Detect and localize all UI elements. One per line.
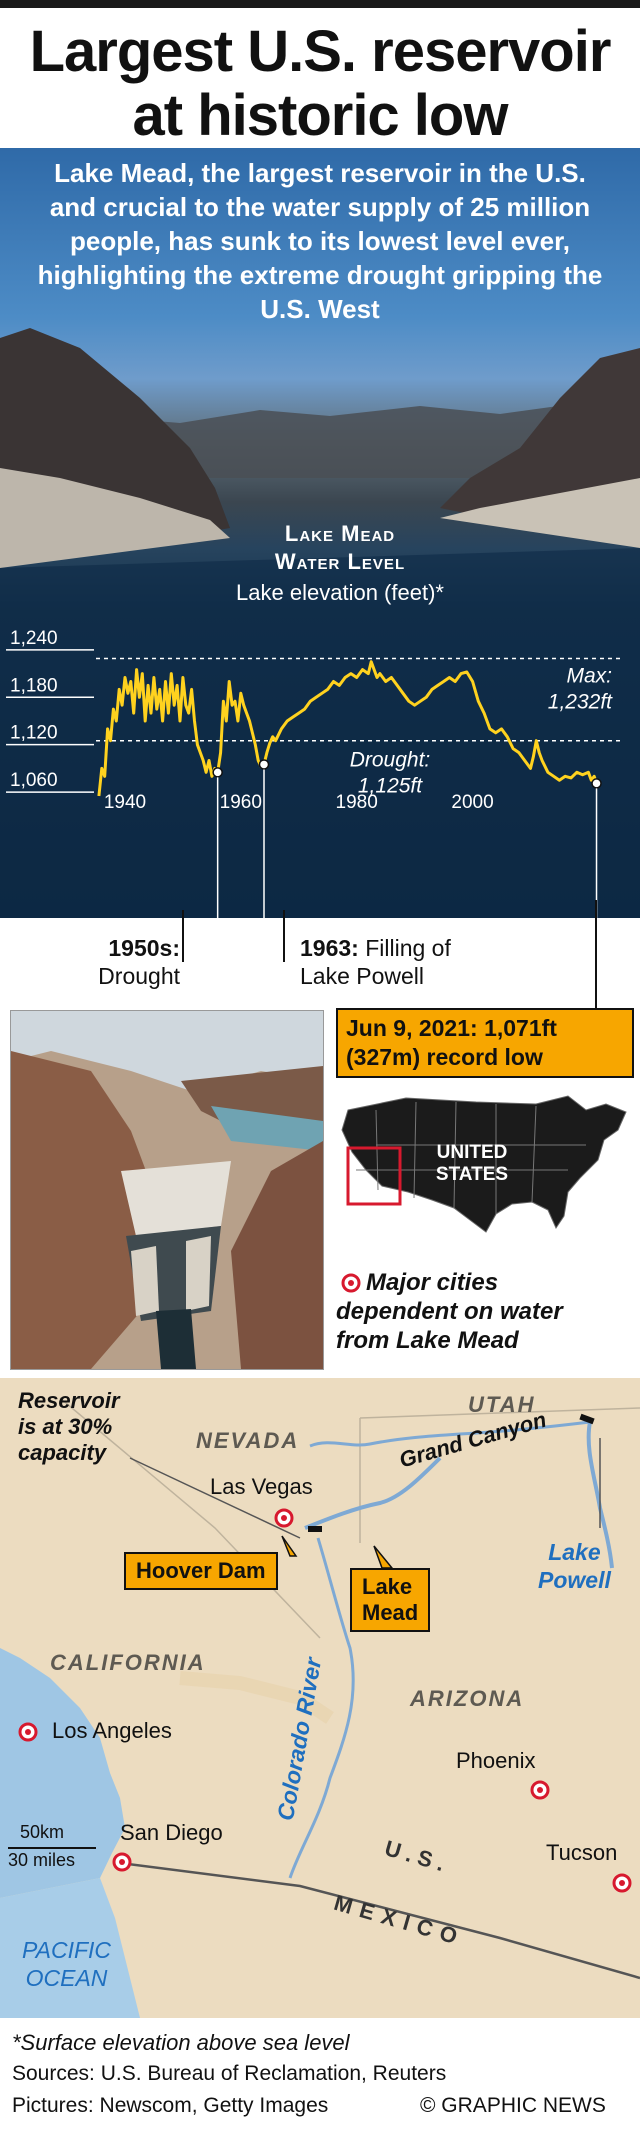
y-tick-label-1: 1,180 (10, 675, 58, 696)
lake-powell-label-1: Lake (548, 1539, 601, 1565)
glen-canyon-dam-mark (579, 1413, 595, 1425)
grand-canyon-river (309, 1420, 591, 1448)
max-label-2: 1,232ft (548, 691, 613, 714)
pacific-label-2: OCEAN (25, 1965, 108, 1991)
hero-panel: Lake Mead, the largest reservoir in the … (0, 148, 640, 918)
pacific-label-1: PACIFIC (22, 1937, 112, 1963)
reservoir-note-1: Reservoir (18, 1388, 120, 1413)
us-label-2: STATES (436, 1164, 508, 1185)
regional-map: Reservoir is at 30% capacity UTAH NEVADA… (0, 1378, 640, 2018)
reservoir-note: Reservoir is at 30% capacity (18, 1388, 120, 1466)
annotation-marker-2 (591, 778, 602, 789)
title-line-1: Largest U.S. reservoir (29, 19, 612, 84)
state-nevada: NEVADA (196, 1428, 300, 1453)
record-low-line2: (327m) record low (346, 1044, 543, 1070)
lake-mead-label-1: Lake (362, 1574, 413, 1599)
water-level-chart: 1,240 1,180 1,120 1,060 1940 1960 1980 2000 Max:… (6, 628, 620, 918)
us-state-lines (356, 1101, 586, 1214)
city-phoenix: Phoenix (456, 1748, 536, 1773)
city-los-angeles: Los Angeles (52, 1718, 172, 1743)
graphic-news-credit: © GRAPHIC NEWS (420, 2094, 606, 2117)
reservoir-note-3: capacity (18, 1440, 107, 1465)
legend-line-1: Major cities (366, 1269, 499, 1296)
y-tick-label-0: 1,240 (10, 628, 58, 649)
x-tick-label-1: 1960 (220, 792, 262, 813)
drought-label-2: 1,125ft (358, 775, 423, 798)
us-label-1: UNITED (437, 1142, 508, 1163)
sources: Sources: U.S. Bureau of Reclamation, Reu… (12, 2062, 447, 2085)
chart-title-line-1: Lake Mead (284, 521, 396, 546)
state-utah: UTAH (468, 1392, 536, 1417)
canyon-backdrop (0, 328, 640, 918)
x-tick-label-3: 2000 (451, 792, 493, 813)
callout-1963-year: 1963: (300, 935, 359, 961)
region-highlight (346, 1146, 402, 1206)
lake-powell-label: Lake Powell (538, 1538, 611, 1594)
callout-1950s: 1950s: Drought (88, 934, 180, 990)
us-locator-map: UNITED STATES (341, 1095, 627, 1233)
footnote: *Surface elevation above sea level (12, 2030, 350, 2055)
reservoir-note-leader (129, 1457, 301, 1539)
x-tick-label-2: 1980 (336, 792, 378, 813)
city-markers (8, 1413, 632, 1893)
reservoir-note-2: is at 30% (18, 1414, 113, 1439)
callout-1963-line1: 1963: Filling of (300, 934, 500, 962)
state-arizona: ARIZONA (410, 1686, 525, 1711)
lake-level-line (97, 660, 598, 797)
max-label-1: Max: (566, 665, 612, 688)
top-bar (0, 0, 640, 8)
chart-subtitle: Lake elevation (feet)* (236, 580, 444, 605)
drought-label-1: Drought: (350, 749, 431, 772)
callout-1950s-year: 1950s: (108, 935, 180, 961)
title-line-2: at historic low (132, 83, 509, 148)
callout-leaders (182, 900, 597, 1010)
pacific-label: PACIFIC OCEAN (22, 1936, 111, 1992)
state-california: CALIFORNIA (50, 1650, 206, 1675)
city-san-diego: San Diego (120, 1820, 223, 1845)
lake-mead-label-2: Mead (362, 1600, 419, 1625)
y-tick-label-2: 1,120 (10, 723, 58, 744)
legend-line-3: from Lake Mead (336, 1327, 519, 1354)
hoover-dam-label: Hoover Dam (124, 1552, 278, 1590)
annotation-marker-1 (258, 759, 270, 770)
pacific-water (0, 1648, 125, 1898)
legend-line-2: dependent on water (336, 1298, 563, 1325)
callout-1963-text: Filling of (365, 935, 451, 961)
lake-powell-label-2: Powell (538, 1567, 611, 1593)
colorado-river-line (288, 1537, 355, 1879)
hoover-dam-mark (308, 1526, 322, 1532)
pictures-credit: Pictures: Newscom, Getty Images (12, 2094, 329, 2117)
city-tucson: Tucson (546, 1840, 618, 1865)
chart-title-line-2: Water Level (274, 549, 406, 574)
annotation-marker-0 (212, 767, 223, 778)
hoover-dam-photo (10, 1010, 324, 1370)
callout-1963-text2: Lake Powell (300, 963, 425, 989)
city-marker-icon (341, 1273, 361, 1293)
callout-1950s-text: Drought (98, 963, 180, 989)
map-base (0, 1397, 640, 2018)
lake-mead-shape (304, 1456, 442, 1530)
lake-mead-label: Lake Mead (350, 1568, 431, 1632)
record-low-line1: Jun 9, 2021: 1,071ft (346, 1015, 557, 1041)
scale-km: 50km (20, 1822, 65, 1842)
y-tick-label-3: 1,060 (10, 770, 58, 791)
city-legend: Major cities dependent on water from Lak… (336, 1268, 636, 1355)
city-las-vegas: Las Vegas (210, 1474, 313, 1499)
us-mexico-border (119, 1861, 640, 1980)
page-title: Largest U.S. reservoir at historic low (0, 20, 640, 148)
scale-miles: 30 miles (8, 1850, 76, 1870)
chart-title: Lake Mead Water Level (20, 520, 640, 576)
dam-illustration (11, 1011, 323, 1369)
record-low-box: Jun 9, 2021: 1,071ft (327m) record low (336, 1008, 634, 1078)
intro-text: Lake Mead, the largest reservoir in the … (37, 158, 603, 324)
x-tick-label-0: 1940 (104, 792, 146, 813)
callout-1963: 1963: Filling of Lake Powell (300, 934, 500, 990)
